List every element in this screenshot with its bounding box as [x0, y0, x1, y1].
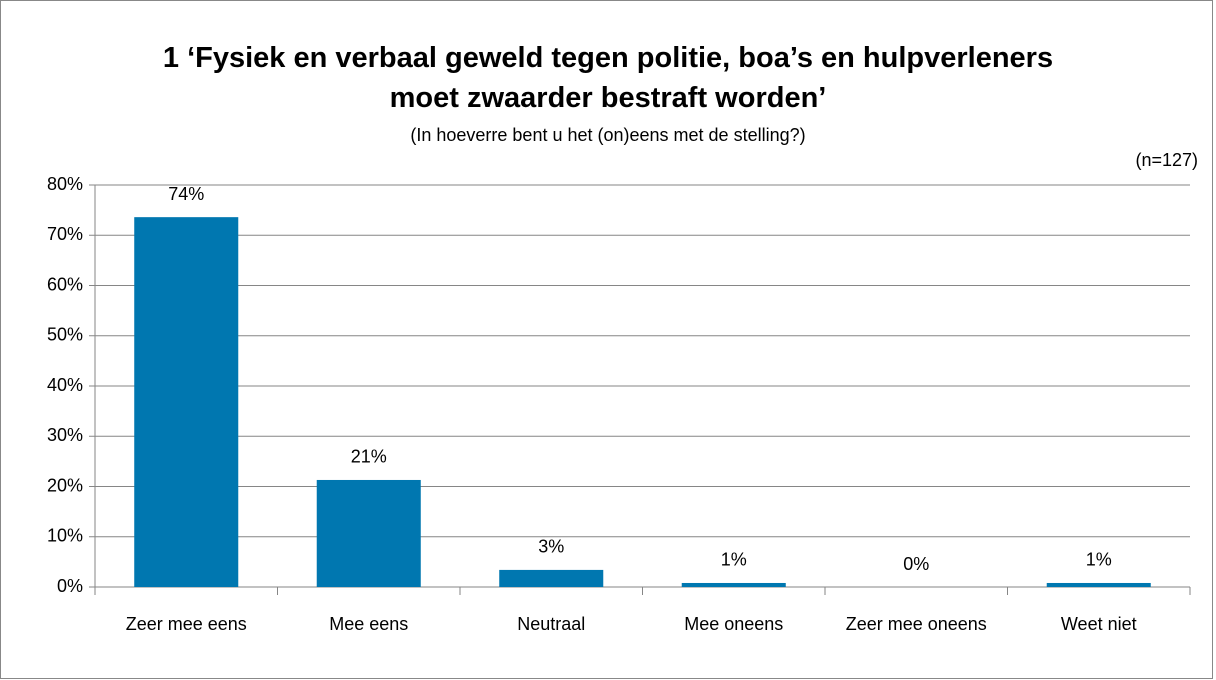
data-label: 21%: [351, 447, 387, 467]
y-tick-label: 10%: [47, 526, 83, 546]
data-label: 1%: [721, 550, 747, 570]
x-tick-label: Mee oneens: [684, 614, 784, 634]
data-label: 74%: [168, 184, 204, 204]
bar: [499, 569, 604, 587]
bar: [316, 479, 421, 587]
y-tick-label: 70%: [47, 224, 83, 244]
y-tick-label: 50%: [47, 325, 83, 345]
y-tick-label: 40%: [47, 375, 83, 395]
x-tick-label: Mee eens: [329, 614, 409, 634]
chart-subtitle: (In hoeverre bent u het (on)eens met de …: [410, 125, 806, 145]
y-tick-label: 20%: [47, 475, 83, 495]
bar: [1046, 582, 1151, 587]
bar: [681, 582, 786, 587]
y-tick-label: 30%: [47, 425, 83, 445]
bar: [134, 217, 239, 587]
x-tick-label: Zeer mee oneens: [845, 614, 987, 634]
data-label: 3%: [538, 537, 564, 557]
y-tick-label: 0%: [57, 576, 83, 596]
data-label: 1%: [1086, 550, 1112, 570]
x-tick-label: Weet niet: [1060, 614, 1137, 634]
x-tick-label: Zeer mee eens: [125, 614, 247, 634]
y-tick-label: 60%: [47, 274, 83, 294]
data-label: 0%: [903, 554, 929, 574]
sample-size-note: (n=127): [1135, 150, 1198, 170]
chart-title: 1 ‘Fysiek en verbaal geweld tegen politi…: [162, 42, 1054, 114]
y-tick-label: 80%: [47, 174, 83, 194]
x-tick-label: Neutraal: [517, 614, 586, 634]
